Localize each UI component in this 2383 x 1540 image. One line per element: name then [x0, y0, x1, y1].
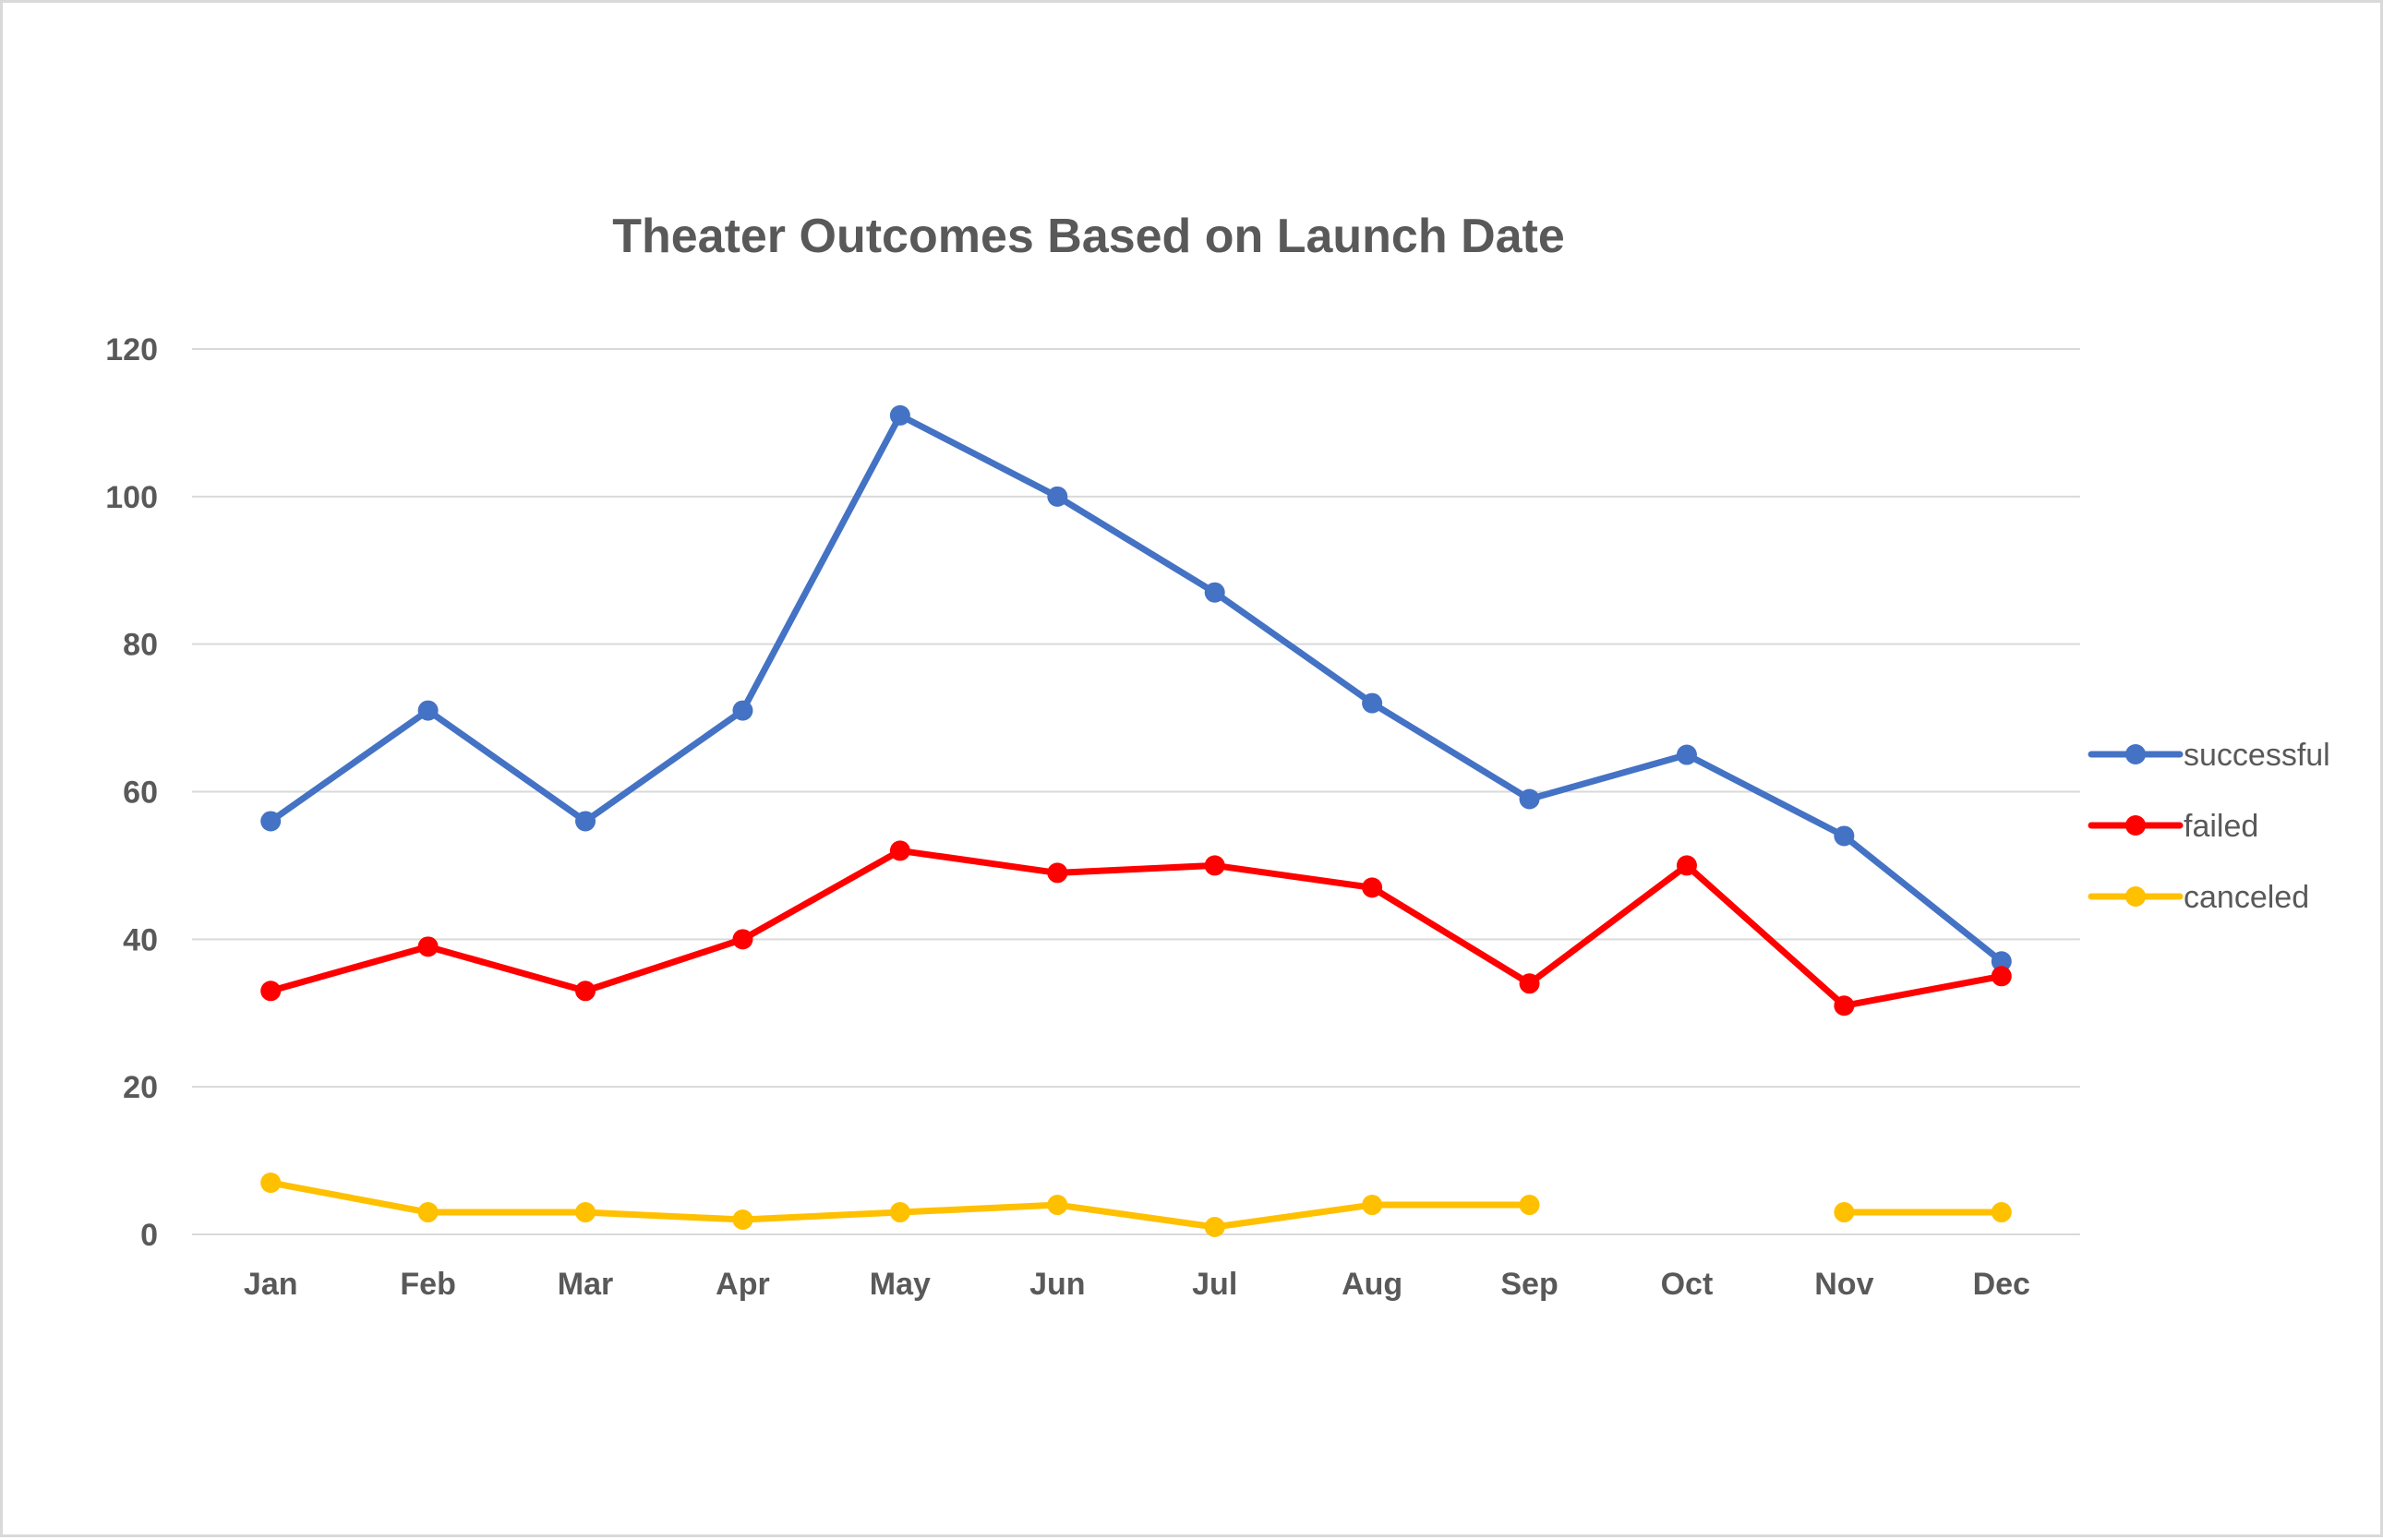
point-successful-jan: [260, 811, 282, 832]
x-tick-label-oct: Oct: [1661, 1267, 1714, 1302]
point-successful-jul: [1204, 582, 1225, 603]
legend-entry-successful: successful: [2088, 738, 2330, 773]
point-canceled-apr: [732, 1209, 753, 1231]
point-failed-jan: [260, 981, 282, 1002]
y-tick-label-100: 100: [105, 480, 158, 515]
point-failed-feb: [417, 936, 439, 957]
legend-marker-successful: [2125, 744, 2146, 764]
x-tick-label-feb: Feb: [400, 1267, 455, 1302]
point-canceled-feb: [417, 1202, 439, 1223]
x-tick-label-may: May: [870, 1267, 931, 1302]
point-successful-nov: [1834, 825, 1855, 847]
point-failed-mar: [575, 981, 596, 1002]
point-failed-oct: [1676, 855, 1697, 876]
chart-title: Theater Outcomes Based on Launch Date: [612, 210, 1565, 263]
x-tick-label-mar: Mar: [558, 1267, 613, 1302]
point-successful-feb: [417, 700, 439, 721]
point-canceled-sep: [1519, 1195, 1540, 1216]
x-axis-ticks: Jan Feb Mar Apr May Jun Jul Aug Sep Oct Nov Dec: [244, 1267, 2030, 1302]
gridlines: [192, 348, 2080, 1235]
point-successful-mar: [575, 811, 596, 832]
legend-label-failed: failed: [2184, 809, 2258, 844]
point-canceled-jan: [260, 1173, 282, 1194]
point-failed-jul: [1204, 855, 1225, 876]
point-failed-sep: [1519, 973, 1540, 994]
y-tick-label-0: 0: [140, 1218, 158, 1253]
legend: successful failed canceled: [2088, 738, 2330, 915]
y-tick-label-60: 60: [123, 776, 158, 811]
legend-label-canceled: canceled: [2184, 880, 2309, 915]
series-canceled: [260, 1173, 2012, 1238]
series-successful: [260, 404, 2012, 972]
x-tick-label-jan: Jan: [244, 1267, 298, 1302]
x-tick-label-sep: Sep: [1500, 1267, 1558, 1302]
point-failed-jun: [1047, 862, 1068, 884]
series-failed: [260, 840, 2012, 1017]
point-canceled-may: [889, 1202, 910, 1223]
y-axis-ticks: 0 20 40 60 80 100 120: [105, 332, 158, 1253]
series-layer: [260, 404, 2012, 1238]
legend-label-successful: successful: [2184, 738, 2330, 773]
point-successful-dec: [1991, 951, 2012, 972]
line-chart: Theater Outcomes Based on Launch Date 0 2…: [105, 210, 2330, 1302]
x-tick-label-nov: Nov: [1814, 1267, 1873, 1302]
series-line-failed: [267, 847, 2005, 1009]
point-successful-oct: [1676, 744, 1697, 765]
point-failed-may: [889, 840, 910, 861]
point-canceled-mar: [575, 1202, 596, 1223]
y-tick-label-40: 40: [123, 922, 158, 957]
x-tick-label-aug: Aug: [1342, 1267, 1402, 1302]
x-tick-label-jul: Jul: [1192, 1267, 1237, 1302]
y-tick-label-120: 120: [105, 332, 158, 367]
point-canceled-jul: [1204, 1217, 1225, 1238]
x-tick-label-apr: Apr: [716, 1267, 770, 1302]
legend-entry-canceled: canceled: [2088, 880, 2309, 915]
point-successful-may: [889, 404, 910, 426]
point-canceled-jun: [1047, 1195, 1068, 1216]
point-canceled-dec: [1991, 1202, 2012, 1223]
point-successful-sep: [1519, 788, 1540, 810]
legend-marker-failed: [2125, 815, 2146, 836]
point-canceled-aug: [1362, 1195, 1383, 1216]
point-failed-dec: [1991, 966, 2012, 987]
x-tick-label-dec: Dec: [1973, 1267, 2030, 1302]
point-failed-apr: [732, 929, 753, 950]
point-failed-aug: [1362, 877, 1383, 898]
point-successful-apr: [732, 700, 753, 721]
legend-marker-canceled: [2125, 886, 2146, 907]
legend-entry-failed: failed: [2088, 809, 2258, 844]
point-successful-aug: [1362, 692, 1383, 714]
y-tick-label-20: 20: [123, 1070, 158, 1105]
point-canceled-nov: [1834, 1202, 1855, 1223]
point-successful-jun: [1047, 486, 1068, 507]
point-failed-nov: [1834, 995, 1855, 1017]
series-line-successful: [267, 412, 2005, 965]
x-tick-label-jun: Jun: [1029, 1267, 1085, 1302]
y-tick-label-80: 80: [123, 628, 158, 663]
